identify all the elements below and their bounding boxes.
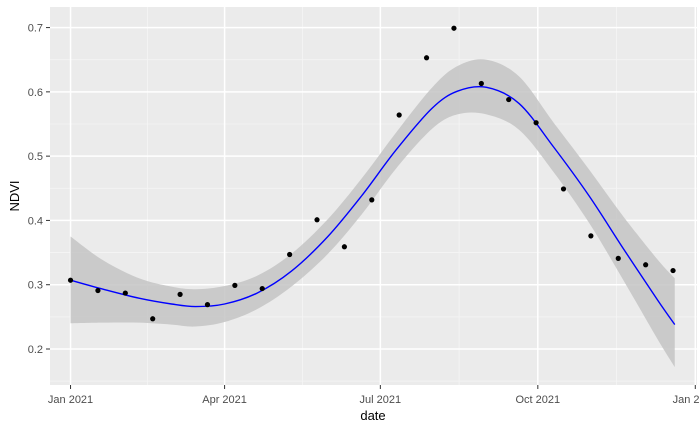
data-point bbox=[560, 186, 567, 192]
y-tick-label: 0.2 bbox=[28, 344, 43, 356]
data-point bbox=[177, 291, 183, 297]
data-point bbox=[122, 290, 128, 296]
data-point bbox=[670, 267, 676, 274]
data-point bbox=[369, 197, 375, 203]
y-tick-label: 0.7 bbox=[28, 23, 43, 35]
x-tick-label: Jan 2022 bbox=[673, 394, 700, 406]
data-point bbox=[287, 251, 293, 258]
y-axis-ticks: 0.2 0.3 0.4 0.5 0.6 0.7 bbox=[28, 23, 50, 356]
x-axis-ticks: Jan 2021 Apr 2021 Jul 2021 Oct 2021 Jan 2022 bbox=[48, 385, 700, 406]
data-point bbox=[533, 120, 539, 126]
data-point bbox=[204, 302, 211, 308]
data-point bbox=[588, 233, 594, 239]
x-tick-label: Apr 2021 bbox=[202, 394, 247, 406]
data-point bbox=[150, 316, 156, 322]
data-point bbox=[643, 262, 649, 268]
y-tick-label: 0.3 bbox=[28, 280, 43, 292]
x-tick-label: Oct 2021 bbox=[515, 394, 560, 406]
data-point bbox=[95, 287, 101, 294]
data-point bbox=[341, 244, 348, 250]
data-point bbox=[451, 25, 457, 31]
data-point bbox=[314, 217, 320, 223]
confidence-ribbon bbox=[70, 59, 675, 367]
y-tick-label: 0.5 bbox=[28, 151, 43, 163]
data-point bbox=[423, 55, 430, 61]
x-tick-label: Jan 2021 bbox=[48, 394, 93, 406]
data-point bbox=[396, 112, 402, 118]
data-point bbox=[615, 255, 621, 261]
data-point bbox=[232, 282, 238, 288]
x-tick-label: Jul 2021 bbox=[360, 394, 402, 406]
data-point bbox=[67, 277, 74, 283]
y-axis-title: NDVI bbox=[7, 180, 22, 211]
y-tick-label: 0.6 bbox=[28, 87, 43, 99]
data-point bbox=[259, 285, 265, 292]
smooth-trend-line bbox=[70, 85, 676, 325]
data-point bbox=[506, 96, 512, 103]
y-tick-label: 0.4 bbox=[28, 215, 43, 227]
data-points bbox=[67, 25, 676, 322]
data-point bbox=[478, 80, 484, 87]
x-axis-title: date bbox=[360, 408, 385, 423]
major-gridlines bbox=[50, 7, 697, 385]
